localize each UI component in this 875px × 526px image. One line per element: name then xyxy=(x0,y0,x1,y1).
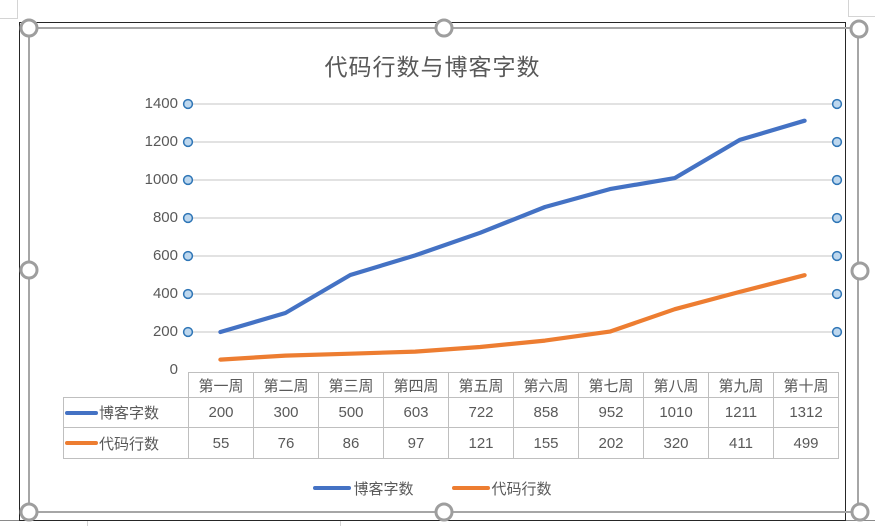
table-value-cell: 1010 xyxy=(643,397,709,428)
selection-handle-bottom-right[interactable] xyxy=(850,502,870,522)
selection-handle-top-middle[interactable] xyxy=(434,18,454,38)
table-value-cell: 121 xyxy=(448,427,514,459)
gridline-selection-handle[interactable] xyxy=(182,98,194,110)
spreadsheet-gridline xyxy=(0,18,18,19)
table-value-cell: 952 xyxy=(578,397,644,428)
table-header-cell: 第一周 xyxy=(188,372,254,398)
table-row-label: 博客字数 xyxy=(99,405,160,422)
selection-handle-bottom-left[interactable] xyxy=(19,502,39,522)
legend-line-swatch-orange xyxy=(451,486,490,490)
y-axis-tick-label: 1000 xyxy=(144,171,178,188)
table-header-cell: 第七周 xyxy=(578,372,644,398)
gridline-selection-handle[interactable] xyxy=(831,288,843,300)
table-header-cell: 第三周 xyxy=(318,372,384,398)
table-value-cell: 411 xyxy=(708,427,774,459)
table-row-line-swatch xyxy=(65,410,98,415)
gridline-selection-handle[interactable] xyxy=(831,174,843,186)
gridline-selection-handle[interactable] xyxy=(831,98,843,110)
spreadsheet-gridline xyxy=(87,521,88,526)
y-axis-tick-label: 0 xyxy=(169,361,178,378)
table-header-cell: 第十周 xyxy=(773,372,839,398)
gridline-selection-handle[interactable] xyxy=(831,212,843,224)
table-value-cell: 76 xyxy=(253,427,319,459)
table-header-cell: 第九周 xyxy=(708,372,774,398)
table-value-cell: 55 xyxy=(188,427,254,459)
legend-label: 博客字数 xyxy=(353,480,414,498)
table-value-cell: 155 xyxy=(513,427,579,459)
table-value-cell: 500 xyxy=(318,397,384,428)
chart-data-table[interactable]: 第一周 第二周 第三周 第四周 第五周 第六周 第七周 第八周 第九周 第十周博客字数 200 300… xyxy=(63,372,839,459)
selection-handle-middle-right[interactable] xyxy=(850,261,870,281)
table-value-cell: 320 xyxy=(643,427,709,459)
table-corner-cell xyxy=(64,373,189,398)
table-value-cell: 603 xyxy=(383,397,449,428)
y-axis-tick-label: 200 xyxy=(152,323,178,340)
selection-handle-top-left[interactable] xyxy=(19,18,39,38)
table-value-cell: 499 xyxy=(773,427,839,459)
y-axis-tick-label: 800 xyxy=(152,209,178,226)
selection-handle-top-right[interactable] xyxy=(849,19,869,39)
legend-line-swatch-blue xyxy=(313,486,352,490)
table-value-cell: 200 xyxy=(188,397,254,428)
legend: 博客字数 代码行数 xyxy=(19,477,846,499)
table-row-label-cell: 博客字数 xyxy=(63,397,189,428)
gridline-selection-handle[interactable] xyxy=(831,136,843,148)
legend-label: 代码行数 xyxy=(491,480,552,498)
table-row-label: 代码行数 xyxy=(99,435,160,453)
gridline-selection-handle[interactable] xyxy=(182,326,194,338)
table-value-cell: 1312 xyxy=(773,397,839,428)
series-line-blog-words[interactable] xyxy=(218,118,807,335)
spreadsheet-gridline xyxy=(340,521,341,526)
legend-item-blog[interactable]: 博客字数 xyxy=(313,478,414,499)
series-line-code-lines[interactable] xyxy=(218,273,807,362)
selection-handle-middle-left[interactable] xyxy=(19,260,39,280)
y-axis-tick-label: 600 xyxy=(152,247,178,264)
gridline-selection-handle[interactable] xyxy=(182,136,194,148)
gridline-selection-handle[interactable] xyxy=(182,250,194,262)
table-header-cell: 第八周 xyxy=(643,372,709,398)
table-row-label-cell: 代码行数 xyxy=(63,427,189,459)
legend-item-code[interactable]: 代码行数 xyxy=(451,478,552,499)
gridline-selection-handle[interactable] xyxy=(182,212,194,224)
gridline-selection-handle[interactable] xyxy=(831,326,843,338)
gridline-selection-handle[interactable] xyxy=(182,174,194,186)
table-value-cell: 202 xyxy=(578,427,644,459)
spreadsheet-gridline xyxy=(0,520,20,521)
table-header-cell: 第六周 xyxy=(513,372,579,398)
table-value-cell: 858 xyxy=(513,397,579,428)
table-header-cell: 第二周 xyxy=(253,372,319,398)
table-row-line-swatch xyxy=(65,441,98,445)
table-value-cell: 86 xyxy=(318,427,384,459)
table-header-cell: 第四周 xyxy=(383,372,449,398)
spreadsheet-gridline xyxy=(848,16,875,17)
table-value-cell: 97 xyxy=(383,427,449,459)
spreadsheet-gridline xyxy=(17,0,18,19)
gridline-selection-handle[interactable] xyxy=(182,288,194,300)
table-value-cell: 722 xyxy=(448,397,514,428)
spreadsheet-gridline xyxy=(848,0,849,16)
table-header-cell: 第五周 xyxy=(448,372,514,398)
y-axis-tick-label: 1200 xyxy=(144,133,178,150)
table-value-cell: 1211 xyxy=(708,397,774,428)
table-value-cell: 300 xyxy=(253,397,319,428)
y-axis-tick-label: 1400 xyxy=(144,95,178,112)
gridline-selection-handle[interactable] xyxy=(831,250,843,262)
selection-handle-bottom-middle[interactable] xyxy=(434,502,454,522)
chart-title[interactable]: 代码行数与博客字数 xyxy=(324,54,541,80)
y-axis-tick-label: 400 xyxy=(152,285,178,302)
